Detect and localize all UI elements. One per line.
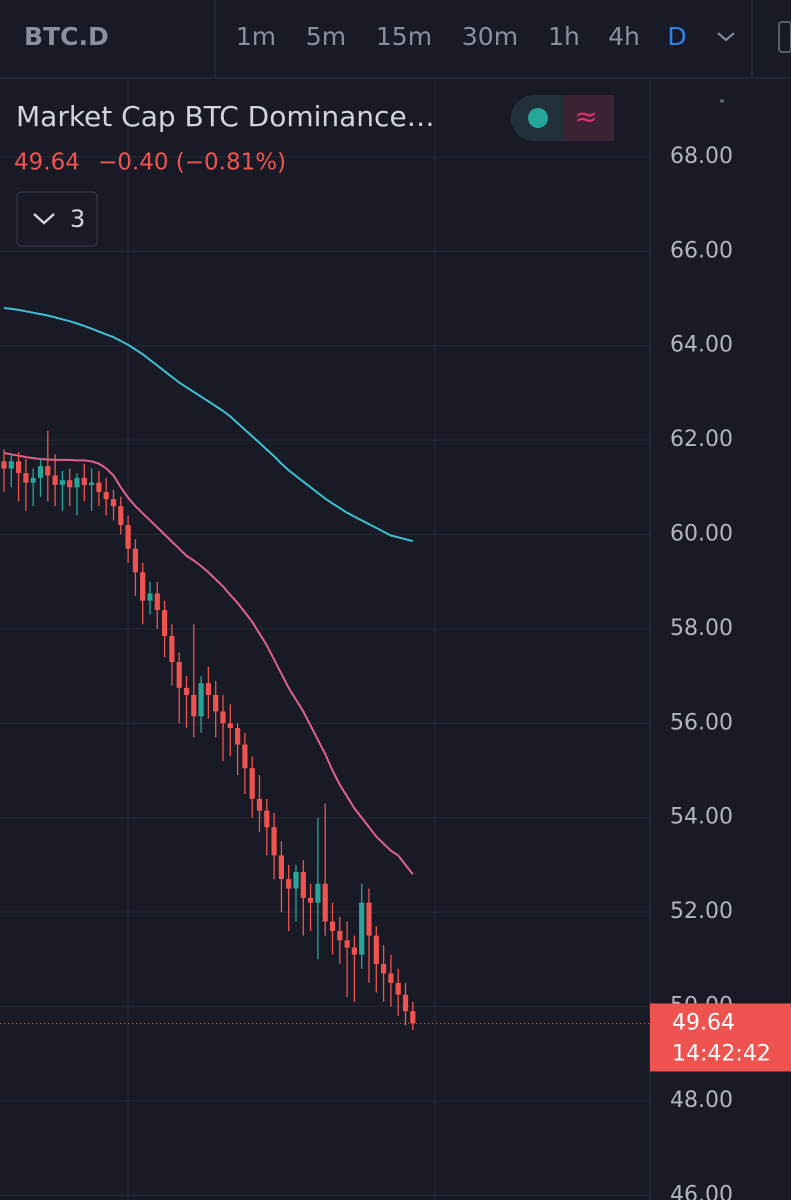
y-tick-label: 52.00 <box>670 899 733 924</box>
candle-body <box>322 883 328 922</box>
candle-body <box>235 728 241 745</box>
candle-body <box>242 744 248 769</box>
interval-button[interactable]: 30m <box>462 22 518 51</box>
candle-body <box>256 798 263 811</box>
y-tick-label: 58.00 <box>670 616 733 641</box>
candle-body <box>366 902 372 936</box>
candle-body <box>191 694 197 717</box>
change-label: −0.40 (−0.81%) <box>98 150 286 176</box>
dot <box>720 99 724 103</box>
candle-body <box>329 921 336 931</box>
candle-body <box>37 466 44 478</box>
y-tick-label: 54.00 <box>670 805 733 830</box>
candle-body <box>359 902 365 955</box>
interval-button[interactable]: 15m <box>376 22 432 51</box>
candle-body <box>23 473 29 483</box>
candle-body <box>183 687 190 695</box>
moving-average <box>3 307 414 543</box>
candle-body <box>337 930 343 941</box>
candle-body <box>74 477 80 488</box>
candle-body <box>16 461 22 474</box>
candle-body <box>96 482 102 493</box>
last-price: 49.64 <box>14 150 80 176</box>
candle-body <box>67 480 73 488</box>
y-tick-label: 48.00 <box>670 1088 733 1113</box>
candle-body <box>395 982 401 995</box>
candle-body <box>315 883 321 903</box>
interval-button[interactable]: 5m <box>306 22 346 51</box>
candle-body <box>176 661 182 688</box>
candle-body <box>213 694 219 712</box>
candle-body <box>388 973 394 983</box>
candle-body <box>110 499 117 507</box>
symbol[interactable]: BTC.D <box>24 22 109 51</box>
candle-body <box>249 768 255 799</box>
y-tick-label: 66.00 <box>670 238 733 263</box>
candle-body <box>8 461 14 469</box>
candle-body <box>103 492 109 500</box>
last-price-box <box>650 1003 791 1072</box>
wave-icon[interactable]: ≈ <box>574 100 597 133</box>
candle-body <box>162 610 168 636</box>
interval-button[interactable]: 1m <box>236 22 276 51</box>
toolbar <box>0 0 791 78</box>
candle-body <box>278 855 284 880</box>
more-intervals[interactable] <box>717 32 735 42</box>
candle-body <box>271 827 277 856</box>
candle-body <box>220 711 226 724</box>
candle-body <box>52 475 58 485</box>
candle-body <box>125 525 131 549</box>
candle-body <box>198 683 204 717</box>
toolbar-icon[interactable] <box>778 21 791 53</box>
candle-body <box>293 871 299 889</box>
indicators-count: 3 <box>70 205 85 233</box>
chart-title: Market Cap BTC Dominance… <box>16 100 435 133</box>
candle-body <box>154 593 160 611</box>
countdown: 14:42:42 <box>672 1041 771 1066</box>
interval-button[interactable]: 1h <box>548 22 580 51</box>
candle-body <box>373 935 379 965</box>
candle-body <box>118 506 124 526</box>
candle-body <box>89 482 95 485</box>
candle-body <box>264 810 270 828</box>
y-tick-label: 64.00 <box>670 333 733 358</box>
candle-body <box>300 871 306 898</box>
candle-body <box>205 683 211 695</box>
candle-body <box>402 994 409 1012</box>
y-tick-label: 68.00 <box>670 144 733 169</box>
candle-body <box>45 466 51 476</box>
indicators-button[interactable] <box>16 191 98 247</box>
candle-body <box>59 480 65 485</box>
candle-body <box>30 477 36 483</box>
y-tick-label: 56.00 <box>670 710 733 735</box>
candle-body <box>381 964 387 974</box>
candle-body <box>227 723 233 729</box>
chevron <box>33 213 55 225</box>
moving-average <box>3 451 414 875</box>
candle-body <box>351 947 357 955</box>
interval-button[interactable]: 4h <box>608 22 640 51</box>
candle-body <box>140 572 146 601</box>
candle-body <box>344 940 350 948</box>
candle-body <box>308 897 314 903</box>
y-tick-label: 60.00 <box>670 522 733 547</box>
settings-toggle-bg <box>563 95 614 141</box>
candle-body <box>147 593 153 601</box>
last-price-label: 49.64 <box>672 1010 735 1035</box>
candle-body <box>132 548 138 573</box>
candle-body <box>410 1011 416 1024</box>
candle-body <box>169 635 175 662</box>
candle-body <box>81 477 87 485</box>
candle-body <box>1 461 7 469</box>
y-tick-label: 62.00 <box>670 427 733 452</box>
candle-body <box>286 879 292 889</box>
interval-button[interactable]: D <box>667 22 686 51</box>
eye-icon[interactable] <box>528 108 548 128</box>
y-tick-label: 46.00 <box>670 1182 733 1200</box>
